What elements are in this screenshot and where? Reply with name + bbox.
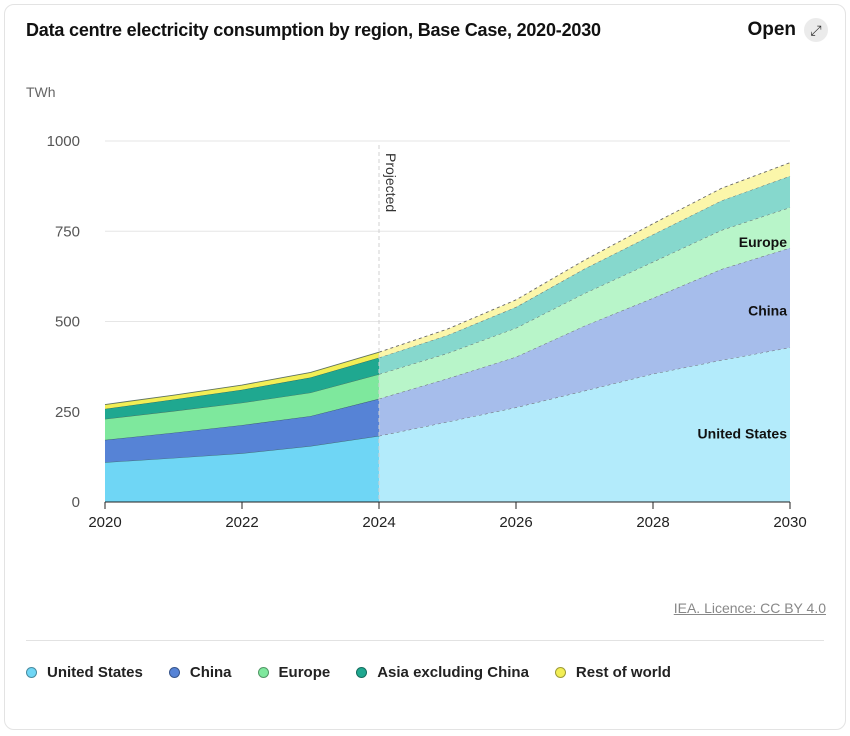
y-tick-label: 0 [72,494,80,511]
area-rest-of-world-projected [379,162,790,358]
projection-label: Projected [383,153,399,212]
footer-divider [26,640,824,641]
area-label: China [748,303,787,319]
area-europe-projected [379,207,790,399]
legend-swatch [554,667,566,678]
legend-swatch [26,667,37,678]
legend-label: China [189,664,232,681]
area-china-projected [379,247,790,436]
x-tick-label: 2028 [636,514,669,531]
legend-swatch [356,667,368,678]
x-tick-label: 2020 [88,514,121,531]
area-label: United States [698,425,788,441]
x-tick-label: 2030 [773,514,806,531]
x-tick-label: 2022 [225,514,258,531]
series-line-rest-of-world [104,351,380,405]
chart-legend: United States China Europe Asia excluding C… [26,664,697,681]
legend-item[interactable]: Europe [257,664,331,681]
y-tick-label: 500 [55,314,80,331]
chart-title: Data centre electricity consumption by r… [26,20,601,40]
legend-item[interactable]: China [168,664,232,681]
y-tick-label: 250 [55,404,80,421]
area-china-historical [105,398,379,463]
legend-label: United States [47,664,143,681]
legend-item[interactable]: United States [26,664,143,681]
y-tick-label: 1000 [47,133,80,150]
area-europe-historical [105,374,379,440]
open-button[interactable]: Open ⤢ [747,18,828,42]
area-rest-of-world-historical [105,352,379,409]
legend-label: Asia excluding China [377,664,529,681]
y-tick-label: 750 [55,223,80,240]
expand-arrows-icon: ⤢ [804,18,828,42]
area-united-states-projected [379,347,790,502]
area-asia-excluding-china-historical [105,357,379,419]
y-axis-unit: TWh [26,84,56,100]
legend-item[interactable]: Asia excluding China [356,664,529,681]
x-tick-label: 2024 [362,514,395,531]
legend-label: Europe [278,664,331,681]
legend-swatch [168,667,180,678]
area-chart: 0 250 500 750 1000 Projected 2020 2022 2024 2026 2… [47,133,807,531]
area-united-states-historical [105,435,379,502]
licence-link[interactable]: IEA. Licence: CC BY 4.0 [673,600,826,616]
area-label: Europe [739,234,787,250]
legend-swatch [257,667,269,678]
area-asia-excluding-china-projected [379,176,790,375]
legend-item[interactable]: Rest of world [554,664,671,681]
series-line-rest-of-world-projected [378,162,791,353]
x-tick-label: 2026 [499,514,532,531]
open-button-label: Open [747,19,796,40]
legend-label: Rest of world [575,664,671,681]
